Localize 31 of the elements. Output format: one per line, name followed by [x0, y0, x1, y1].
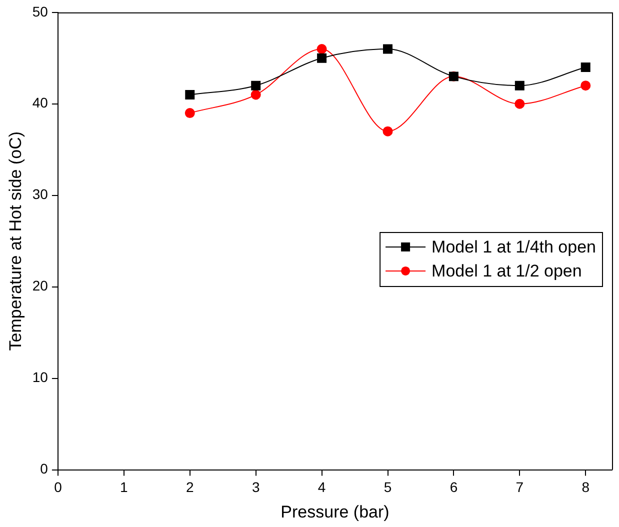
x-tick-label: 8 — [582, 479, 590, 496]
x-tick-label: 6 — [450, 479, 458, 496]
x-tick-label: 2 — [186, 479, 194, 496]
x-tick-label: 3 — [252, 479, 260, 496]
point — [251, 80, 261, 90]
x-tick-label: 7 — [516, 479, 524, 496]
point — [580, 80, 591, 91]
legend-label: Model 1 at 1/2 open — [432, 262, 582, 281]
y-tick-label: 20 — [32, 278, 48, 294]
x-tick-label: 0 — [54, 479, 62, 496]
y-tick-label: 0 — [40, 460, 48, 477]
y-tick-label: 50 — [32, 3, 48, 20]
x-axis-title: Pressure (bar) — [280, 502, 390, 522]
point — [185, 90, 195, 100]
point — [514, 98, 525, 109]
point — [514, 80, 524, 90]
point — [250, 90, 261, 100]
x-tick-label: 5 — [384, 479, 392, 496]
x-tick-label: 1 — [120, 479, 128, 496]
y-tick-label: 40 — [32, 94, 48, 111]
point — [580, 62, 590, 72]
y-tick-label: 30 — [32, 186, 48, 202]
legend-label: Model 1 at 1/4th open — [432, 238, 596, 257]
point — [383, 44, 392, 54]
x-tick-label: 4 — [318, 479, 326, 496]
point — [382, 126, 393, 136]
point — [317, 53, 327, 63]
point — [184, 108, 195, 118]
point — [316, 44, 327, 54]
y-axis-title: Temperature at Hot side (oC) — [6, 132, 25, 351]
y-tick-label: 10 — [32, 369, 48, 386]
